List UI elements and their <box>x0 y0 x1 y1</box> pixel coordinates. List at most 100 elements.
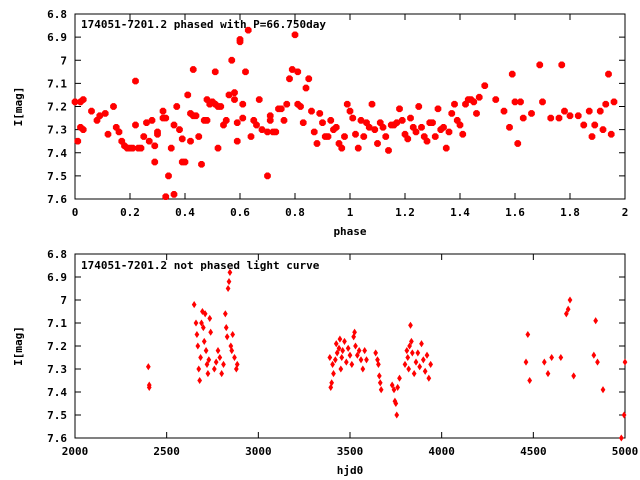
data-point <box>231 96 238 103</box>
data-point <box>184 91 192 99</box>
data-point <box>407 114 414 122</box>
x-tick-label: 0.2 <box>120 206 140 219</box>
data-point <box>280 117 288 124</box>
y-tick-label: 6.8 <box>47 248 67 261</box>
data-point <box>580 121 588 129</box>
data-point <box>148 117 156 124</box>
data-point <box>406 365 412 373</box>
data-point <box>228 56 236 64</box>
data-point <box>360 365 366 373</box>
data-point <box>420 356 426 364</box>
data-point <box>459 130 467 138</box>
data-point <box>391 386 397 394</box>
data-point <box>110 103 117 110</box>
data-point <box>456 121 464 129</box>
data-point <box>195 133 203 140</box>
data-point <box>189 66 197 73</box>
data-point <box>405 353 411 362</box>
data-point <box>203 347 209 355</box>
data-point <box>475 93 483 101</box>
x-axis-label: phase <box>333 225 366 238</box>
data-point <box>242 68 249 76</box>
data-point <box>431 133 439 140</box>
data-point <box>394 411 400 419</box>
data-point <box>396 105 403 113</box>
data-point <box>302 84 310 92</box>
data-point <box>264 128 271 136</box>
x-tick-label: 1.8 <box>560 206 580 219</box>
y-tick-label: 7 <box>60 54 67 67</box>
data-point <box>272 128 280 136</box>
data-point <box>71 98 79 106</box>
data-point <box>591 121 599 129</box>
data-point <box>329 379 335 387</box>
x-tick-label: 2000 <box>62 445 89 458</box>
y-tick-label: 6.9 <box>47 271 67 284</box>
data-point <box>255 96 263 103</box>
data-point <box>424 351 430 359</box>
data-series <box>71 26 618 201</box>
data-point <box>545 370 551 378</box>
data-point <box>342 337 347 345</box>
y-tick-label: 7.6 <box>47 432 67 445</box>
data-point <box>338 365 344 373</box>
data-point <box>233 119 241 127</box>
data-point <box>382 133 390 140</box>
data-point <box>423 137 431 145</box>
data-point <box>357 117 365 124</box>
x-axis-label: hjd0 <box>337 464 364 477</box>
data-point <box>297 103 304 110</box>
data-point <box>340 347 346 355</box>
data-point <box>201 337 207 345</box>
data-point <box>536 61 544 69</box>
data-point <box>236 36 244 43</box>
data-point <box>331 370 336 378</box>
data-point <box>145 137 153 145</box>
data-point <box>354 351 360 359</box>
data-point <box>226 278 232 286</box>
data-point <box>356 347 362 355</box>
data-point <box>404 347 410 355</box>
data-point <box>607 130 615 138</box>
data-point <box>398 117 406 124</box>
data-point <box>374 140 381 147</box>
data-point <box>313 140 321 147</box>
y-tick-label: 7.1 <box>47 317 67 330</box>
data-point <box>338 144 346 152</box>
y-tick-label: 7.4 <box>47 386 67 399</box>
data-point <box>547 114 555 122</box>
data-point <box>336 344 342 352</box>
data-point <box>332 123 340 131</box>
x-tick-label: 2500 <box>153 445 180 458</box>
data-point <box>409 349 415 357</box>
data-point <box>79 126 87 133</box>
data-point <box>339 353 345 362</box>
data-point <box>434 105 442 113</box>
data-point <box>225 284 231 293</box>
data-point <box>129 144 137 152</box>
data-point <box>506 123 513 131</box>
data-series <box>145 268 628 442</box>
data-point <box>415 349 421 357</box>
data-point <box>413 358 419 366</box>
data-point <box>600 386 606 394</box>
data-point <box>195 342 201 350</box>
data-point <box>343 100 351 108</box>
y-tick-label: 7 <box>60 294 67 307</box>
data-point <box>393 399 399 408</box>
data-point <box>230 330 236 339</box>
data-point <box>371 126 379 133</box>
data-point <box>585 107 593 115</box>
data-point <box>214 144 222 152</box>
data-point <box>595 358 600 366</box>
data-point <box>440 123 447 131</box>
data-point <box>286 75 293 83</box>
x-tick-label: 1.2 <box>395 206 415 219</box>
data-point <box>231 89 238 96</box>
data-point <box>305 75 313 83</box>
data-point <box>154 128 161 136</box>
data-point <box>333 340 339 348</box>
data-point <box>376 360 381 368</box>
data-point <box>426 374 432 382</box>
data-point <box>349 114 357 122</box>
